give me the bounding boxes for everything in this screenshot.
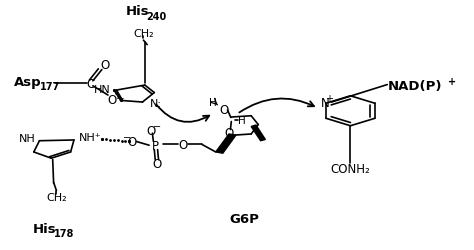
- Text: 178: 178: [55, 228, 75, 238]
- Text: O: O: [107, 94, 117, 106]
- Text: O: O: [153, 158, 162, 170]
- Text: O: O: [224, 126, 234, 140]
- Text: CH₂: CH₂: [133, 28, 154, 38]
- Text: +: +: [325, 94, 333, 104]
- Text: −: −: [153, 121, 161, 131]
- Text: N:: N:: [150, 99, 162, 108]
- Text: NH: NH: [19, 134, 36, 144]
- Text: O: O: [219, 103, 228, 116]
- Polygon shape: [251, 126, 265, 141]
- Text: CONH₂: CONH₂: [330, 162, 370, 175]
- Text: N: N: [320, 96, 329, 109]
- Text: HN: HN: [94, 84, 111, 94]
- Text: Asp: Asp: [14, 76, 42, 89]
- Text: NH⁺: NH⁺: [79, 133, 102, 143]
- Text: C: C: [86, 78, 95, 90]
- Text: O: O: [146, 124, 155, 137]
- Text: H: H: [238, 115, 246, 125]
- Polygon shape: [216, 134, 236, 154]
- Text: 240: 240: [146, 12, 167, 22]
- Text: H: H: [210, 98, 217, 108]
- Text: O: O: [128, 136, 137, 148]
- Text: His: His: [32, 222, 56, 235]
- Text: O: O: [100, 59, 110, 72]
- Text: 177: 177: [39, 81, 60, 91]
- Text: P: P: [152, 140, 159, 152]
- Text: −: −: [123, 133, 131, 143]
- Text: +: +: [448, 77, 456, 87]
- Text: O: O: [179, 138, 188, 151]
- Text: CH₂: CH₂: [46, 192, 67, 202]
- Text: His: His: [126, 6, 150, 18]
- Text: G6P: G6P: [229, 212, 259, 225]
- Text: −: −: [116, 94, 125, 104]
- Text: NAD(P): NAD(P): [388, 79, 443, 92]
